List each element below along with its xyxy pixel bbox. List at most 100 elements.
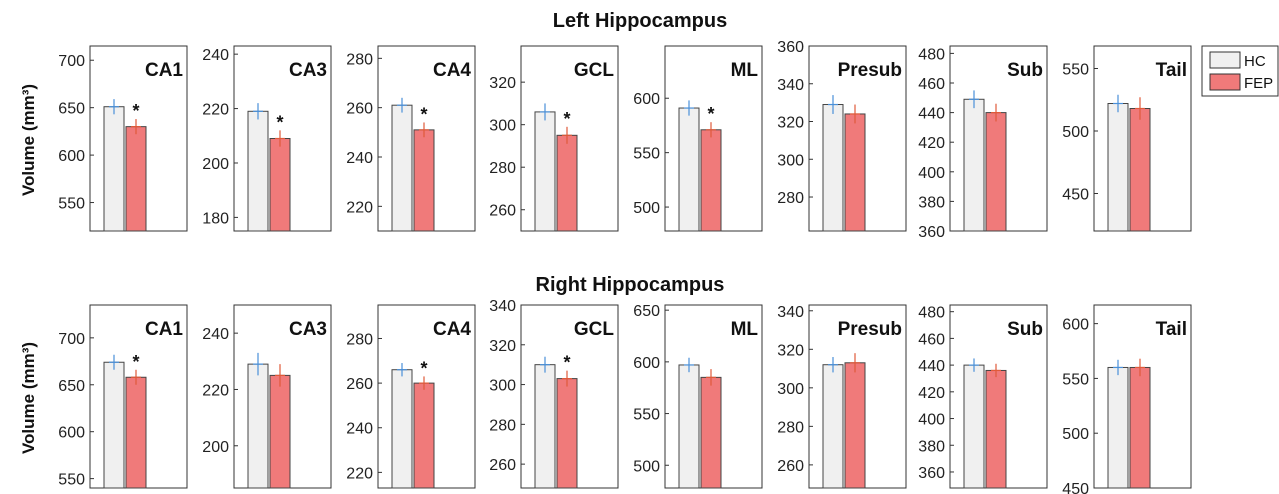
right-gcl-ytick-label: 260 [489,457,516,474]
right-ml-panel: 500 550 600 650 ML [633,303,763,489]
legend-swatch-fep [1209,73,1241,91]
right-tail-ytick-label: 600 [1062,317,1089,334]
left-ca3-ytick-label: 180 [202,210,229,227]
left-ca1-significance-star: * [132,101,139,121]
right-presub-ytick-label: 340 [777,304,804,321]
left-presub-bar-hc [822,104,844,232]
left-presub-ytick-label: 320 [777,115,804,132]
left-sub-ytick-label: 480 [918,46,945,63]
left-ca4-bar-fep [413,129,435,232]
panels: 550 600 650 700 * CA1 180 200 220 240 * CA3 220 240 26… [58,39,1192,494]
right-ca1-ytick-label: 550 [58,472,85,489]
left-ca1-bar-fep [125,126,147,232]
right-ml-panel-title: ML [731,319,759,340]
right-ml-ytick-label: 650 [633,303,660,320]
left-sub-bar-fep [985,112,1007,232]
right-ca3-panel: 200 220 240 CA3 [202,304,332,489]
right-gcl-ytick-label: 300 [489,378,516,395]
left-tail-panel: 450 500 550 Tail [1062,45,1192,232]
left-sub-ytick-label: 380 [918,194,945,211]
left-ca3-bar-hc [247,110,269,232]
right-ca4-panel: 220 240 260 280 * CA4 [346,304,476,489]
left-ca4-ytick-label: 220 [346,199,373,216]
left-sub-ytick-label: 400 [918,165,945,182]
right-tail-ytick-label: 450 [1062,481,1089,494]
right-sub-panel: 360 380 400 420 440 460 480 Sub [918,304,1048,489]
right-presub-ytick-label: 280 [777,419,804,436]
left-sub-ytick-label: 440 [918,106,945,123]
y-axis-label-bottom: Volume (mm³) [19,342,38,454]
left-gcl-panel: 260 280 300 320 * GCL [489,45,619,232]
right-sub-ytick-label: 460 [918,331,945,348]
left-ca1-ytick-label: 600 [58,148,85,165]
right-ml-ytick-label: 600 [633,355,660,372]
left-gcl-bar-fep [556,134,578,232]
right-sub-ytick-label: 480 [918,305,945,322]
right-ca1-significance-star: * [132,352,139,372]
left-sub-ytick-label: 360 [918,224,945,241]
right-ca3-ytick-label: 240 [202,326,229,343]
row-title-right: Right Hippocampus [536,274,725,296]
left-ca4-ytick-label: 280 [346,51,373,68]
y-axis-label-top: Volume (mm³) [19,84,38,196]
left-ca4-bar-hc [391,104,413,232]
left-gcl-ytick-label: 280 [489,160,516,177]
left-sub-panel-title: Sub [1007,60,1043,81]
right-sub-ytick-label: 360 [918,465,945,482]
left-gcl-significance-star: * [563,109,570,129]
right-presub-ytick-label: 300 [777,381,804,398]
left-tail-ytick-label: 450 [1062,187,1089,204]
right-ca1-bar-hc [103,361,125,489]
right-ml-ytick-label: 550 [633,407,660,424]
left-ca1-panel: 550 600 650 700 * CA1 [58,45,188,232]
left-presub-ytick-label: 340 [777,77,804,94]
left-tail-bar-fep [1129,108,1151,232]
left-ca4-panel-title: CA4 [433,60,471,81]
right-gcl-bar-hc [534,364,556,489]
left-presub-ytick-label: 300 [777,152,804,169]
legend-label-hc: HC [1244,53,1266,70]
right-ca4-ytick-label: 280 [346,331,373,348]
right-ca1-panel: 550 600 650 700 * CA1 [58,304,188,489]
right-gcl-ytick-label: 320 [489,338,516,355]
left-ml-bar-fep [700,129,722,232]
right-presub-panel-title: Presub [838,319,902,340]
right-ca1-ytick-label: 700 [58,331,85,348]
right-tail-ytick-label: 500 [1062,426,1089,443]
left-presub-bar-fep [844,113,866,232]
left-ml-bar-hc [678,107,700,232]
right-ca4-bar-hc [391,369,413,489]
right-gcl-ytick-label: 340 [489,298,516,315]
right-gcl-panel-title: GCL [574,319,615,340]
legend: HC FEP [1201,45,1279,97]
left-ca3-ytick-label: 240 [202,47,229,64]
left-ca3-ytick-label: 200 [202,156,229,173]
left-ca4-ytick-label: 260 [346,101,373,118]
right-gcl-ytick-label: 280 [489,417,516,434]
left-gcl-bar-hc [534,111,556,232]
right-ml-bar-hc [678,364,700,489]
left-ca3-panel-title: CA3 [289,60,327,81]
right-ml-ytick-label: 500 [633,458,660,475]
right-ca3-bar-fep [269,374,291,489]
left-ml-significance-star: * [707,104,714,124]
right-sub-ytick-label: 400 [918,412,945,429]
right-gcl-significance-star: * [563,353,570,373]
right-sub-bar-fep [985,369,1007,489]
right-sub-ytick-label: 440 [918,358,945,375]
left-ca1-ytick-label: 650 [58,101,85,118]
left-presub-panel-title: Presub [838,60,902,81]
right-ml-bar-fep [700,376,722,489]
left-ca1-bar-hc [103,106,125,232]
left-ca4-significance-star: * [420,104,427,124]
left-tail-ytick-label: 550 [1062,62,1089,79]
right-sub-ytick-label: 380 [918,438,945,455]
left-sub-ytick-label: 460 [918,76,945,93]
right-gcl-panel: 260 280 300 320 340 *GCL [489,298,619,489]
right-sub-panel-title: Sub [1007,319,1043,340]
right-ca4-ytick-label: 260 [346,376,373,393]
right-presub-ytick-label: 260 [777,458,804,475]
left-gcl-ytick-label: 320 [489,75,516,92]
left-gcl-ytick-label: 300 [489,118,516,135]
